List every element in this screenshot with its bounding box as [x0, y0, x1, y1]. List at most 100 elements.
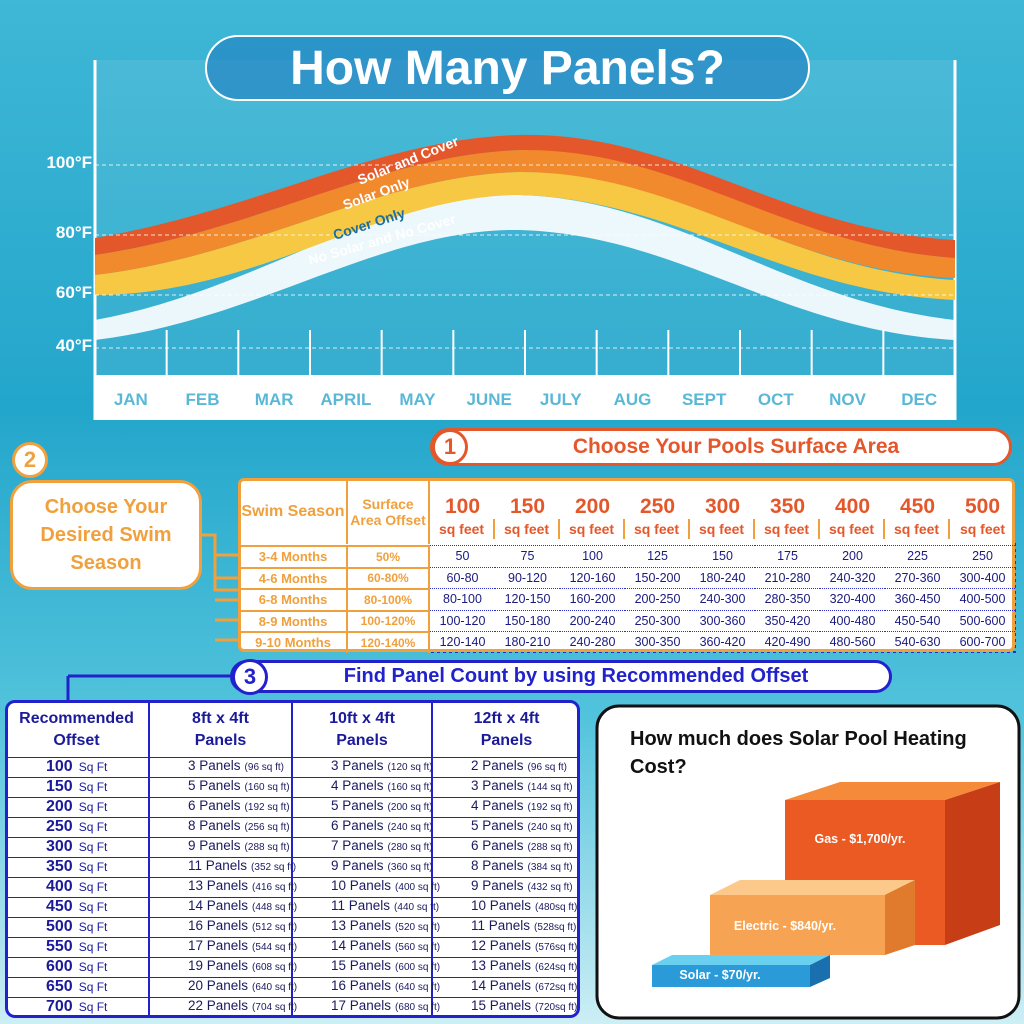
- offset-value: 700: [46, 998, 73, 1015]
- area-value: 350: [769, 495, 806, 518]
- offset-value: 350: [46, 858, 73, 875]
- header-cell: Surface Area Offset: [348, 480, 430, 544]
- panel-count: 13 Panels: [331, 918, 392, 933]
- offset-cell: 600 Sq Ft: [8, 957, 150, 977]
- title: How Many Panels?: [205, 35, 810, 101]
- panel-count: 3 Panels: [188, 758, 241, 773]
- area-cell: 175: [755, 545, 820, 567]
- area-cell: 200-250: [625, 588, 690, 610]
- offset-cell: 250 Sq Ft: [8, 817, 150, 837]
- offset-value: 200: [46, 798, 73, 815]
- panel-count: 9 Panels: [471, 878, 524, 893]
- panel-cell: 5 Panels (240 sq ft): [433, 817, 577, 837]
- panel-cell: 16 Panels (512 sq ft): [150, 917, 297, 937]
- offset-unit: Sq Ft: [78, 880, 108, 894]
- panel-count: 9 Panels: [188, 838, 241, 853]
- panel-count: 6 Panels: [331, 818, 384, 833]
- panel-cell: 13 Panels (416 sq ft): [150, 877, 297, 897]
- area-cell: 200: [820, 545, 885, 567]
- panel-area: (360 sq ft): [387, 862, 433, 873]
- step-number: 3: [232, 659, 268, 695]
- panel-cell: 10 Panels (480sq ft): [433, 897, 577, 917]
- offset-cell: 80-100%: [348, 588, 430, 610]
- panel-count: 13 Panels: [471, 958, 532, 973]
- panel-count: 5 Panels: [331, 798, 384, 813]
- area-cell: 150-180: [495, 609, 560, 632]
- step2-box: Choose Your Desired Swim Season: [10, 480, 202, 590]
- area-cell: 420-490: [755, 631, 820, 653]
- step-number: 2: [12, 442, 48, 478]
- y-label: 60°F: [55, 283, 92, 302]
- panel-count: 16 Panels: [331, 978, 392, 993]
- offset-cell: 50%: [348, 545, 430, 567]
- panel-area: (440 sq ft): [394, 902, 440, 913]
- panel-area: (640 sq ft): [252, 982, 298, 993]
- month-label: OCT: [757, 390, 794, 409]
- season-cell: 3-4 Months: [240, 545, 348, 567]
- offset-value: 400: [46, 878, 73, 895]
- panel-area: (512 sq ft): [252, 922, 298, 933]
- area-cell: 600-700: [950, 631, 1015, 653]
- electric-top: [710, 880, 915, 895]
- step1-pill: Choose Your Pools Surface Area: [430, 428, 1012, 466]
- cost-label: Gas - $1,700/yr.: [814, 832, 906, 846]
- month-label: MAR: [254, 390, 294, 409]
- month-label: NOV: [829, 390, 866, 409]
- area-cell: 270-360: [885, 566, 950, 589]
- area-cell: 400-480: [820, 609, 885, 632]
- offset-value: 600: [46, 958, 73, 975]
- offset-cell: 400 Sq Ft: [8, 877, 150, 897]
- offset-cell: 500 Sq Ft: [8, 917, 150, 937]
- offset-cell: 300 Sq Ft: [8, 837, 150, 857]
- panel-area: (160 sq ft): [244, 782, 290, 793]
- panel-cell: 14 Panels (560 sq ft): [293, 937, 440, 957]
- area-cell: 180-210: [495, 631, 560, 653]
- area-cell: 120-150: [495, 588, 560, 610]
- area-cell: 150: [690, 545, 755, 567]
- panel-count: 14 Panels: [188, 898, 249, 913]
- panel-count: 12 Panels: [471, 938, 532, 953]
- panel-count: 20 Panels: [188, 978, 249, 993]
- area-cell: 120-140: [430, 631, 495, 653]
- area-cell: 240-280: [560, 631, 625, 653]
- offset-value: 450: [46, 898, 73, 915]
- panel-cell: 3 Panels (144 sq ft): [433, 777, 577, 797]
- offset-unit: Sq Ft: [78, 920, 108, 934]
- panel-cell: 10 Panels (400 sq ft): [293, 877, 440, 897]
- panel-area: (480sq ft): [535, 902, 578, 913]
- panel-count: 3 Panels: [471, 778, 524, 793]
- panel-cell: 6 Panels (240 sq ft): [293, 817, 433, 837]
- panel-count: 8 Panels: [471, 858, 524, 873]
- area-cell: 150-200: [625, 566, 690, 589]
- panel-cell: 8 Panels (384 sq ft): [433, 857, 577, 877]
- area-value: 200: [574, 495, 611, 518]
- area-cell: 300-400: [950, 566, 1015, 589]
- panel-cell: 17 Panels (544 sq ft): [150, 937, 297, 957]
- month-label: JULY: [539, 390, 582, 409]
- offset-unit: Sq Ft: [78, 960, 108, 974]
- area-cell: 160-200: [560, 588, 625, 610]
- panel-cell: 3 Panels (96 sq ft): [150, 757, 293, 777]
- offset-cell: 60-80%: [348, 566, 430, 588]
- panel-area: (240 sq ft): [387, 822, 433, 833]
- area-cell: 360-450: [885, 588, 950, 610]
- area-unit: sq feet: [625, 519, 690, 539]
- panel-area: (400 sq ft): [395, 882, 441, 893]
- area-cell: 400-500: [950, 588, 1015, 610]
- area-value: 150: [509, 495, 546, 518]
- panel-area: (192 sq ft): [244, 802, 290, 813]
- panel-area: (520 sq ft): [395, 922, 441, 933]
- offset-unit: Sq Ft: [78, 780, 108, 794]
- panel-count: 4 Panels: [471, 798, 524, 813]
- panel-area: (600 sq ft): [395, 962, 441, 973]
- gas-side: [945, 782, 1000, 945]
- panel-cell: 5 Panels (160 sq ft): [150, 777, 293, 797]
- offset-cell: 100-120%: [348, 609, 430, 631]
- solar-front: [652, 965, 810, 987]
- offset-unit: Sq Ft: [78, 800, 108, 814]
- area-value: 400: [834, 495, 871, 518]
- panel-area: (720sq ft): [535, 1002, 578, 1013]
- panel-count: 14 Panels: [331, 938, 392, 953]
- offset-unit: Sq Ft: [78, 760, 108, 774]
